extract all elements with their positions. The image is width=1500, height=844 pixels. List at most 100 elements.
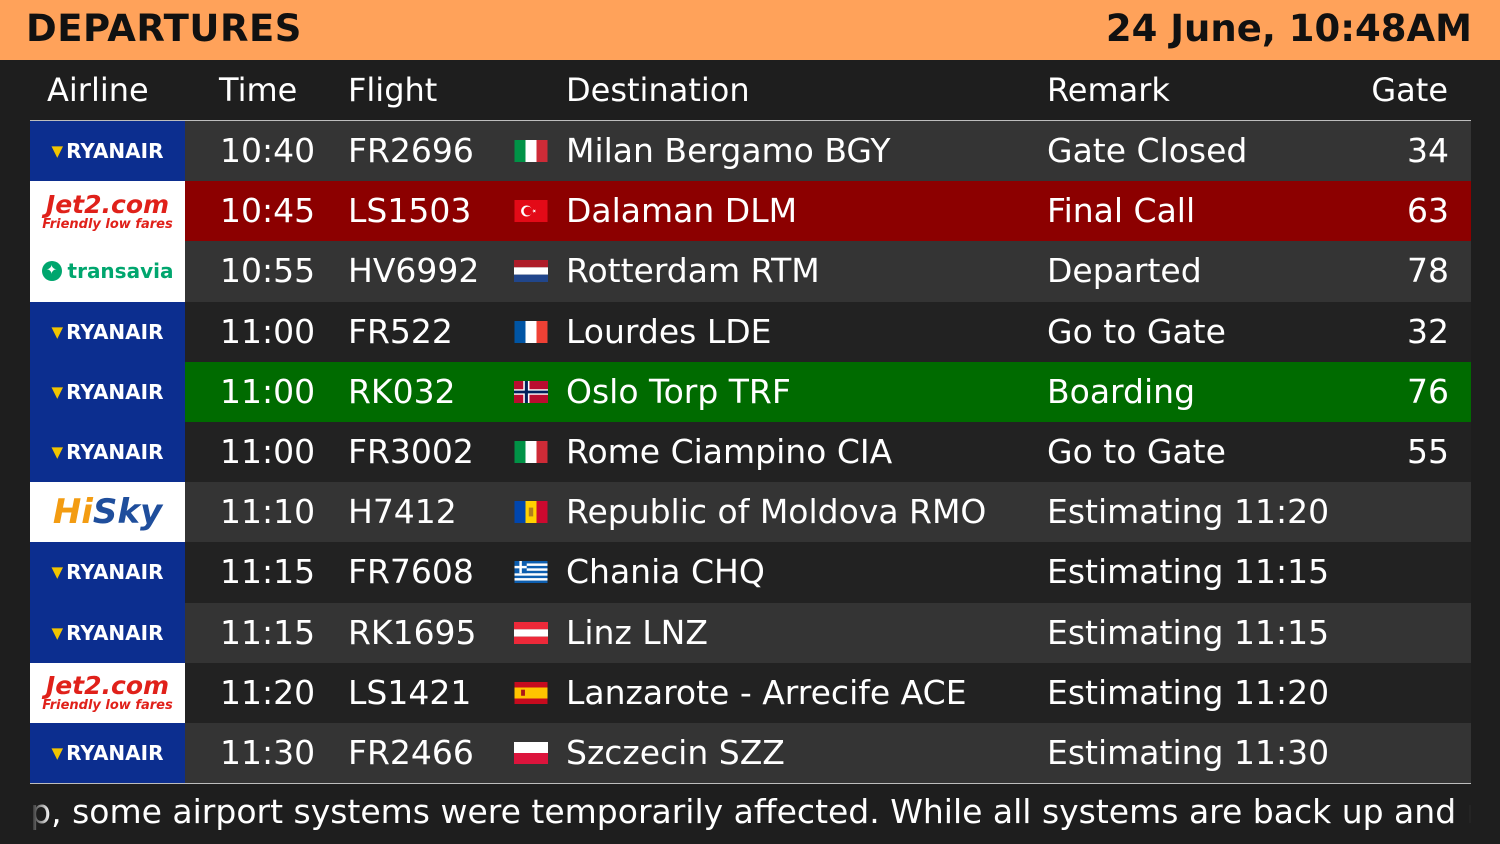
greece-flag-icon	[514, 561, 548, 584]
destination: Lanzarote - Arrecife ACE	[566, 672, 967, 712]
harp-icon: ▼	[51, 443, 64, 462]
airline-logo-text: RYANAIR	[66, 740, 164, 765]
destination: Dalaman DLM	[566, 191, 798, 231]
ryanair-logo: ▼ RYANAIR	[30, 722, 185, 784]
harp-icon: ▼	[51, 382, 64, 401]
airline-logo-text: Jet2.com	[45, 671, 170, 701]
gate-number: 76	[1407, 371, 1449, 411]
flight-remark: Estimating 11:15	[1047, 552, 1330, 592]
footer-divider	[30, 783, 1471, 784]
airline-logo-text: RYANAIR	[66, 139, 164, 164]
column-header-remark: Remark	[1047, 71, 1170, 109]
airline-logo-text: RYANAIR	[66, 319, 164, 344]
gate-number: 63	[1407, 191, 1449, 231]
departure-time: 11:30	[220, 732, 316, 772]
airline-logo-text: RYANAIR	[66, 379, 164, 404]
italy-flag-icon	[514, 440, 548, 463]
flight-number: LS1421	[348, 672, 472, 712]
gate-number: 32	[1407, 311, 1449, 351]
harp-icon: ▼	[51, 623, 64, 642]
flight-remark: Go to Gate	[1047, 431, 1226, 471]
destination: Linz LNZ	[566, 612, 708, 652]
flight-remark: Go to Gate	[1047, 311, 1226, 351]
flight-number: HV6992	[348, 251, 480, 291]
departure-time: 10:40	[220, 131, 316, 170]
column-header-gate: Gate	[1371, 71, 1448, 109]
departure-time: 11:20	[220, 672, 316, 712]
ryanair-logo: ▼ RYANAIR	[30, 361, 185, 422]
departure-time: 10:55	[220, 251, 316, 291]
airline-logo-slogan: Friendly low fares	[42, 698, 173, 714]
flight-number: RK1695	[348, 612, 477, 652]
flight-number: FR2696	[348, 131, 474, 170]
flight-remark: Estimating 11:15	[1047, 612, 1330, 652]
flight-row: ▼ RYANAIR 11:30 FR2466 Szczecin SZZ Estimatin…	[30, 722, 1471, 784]
airline-logo-text: RYANAIR	[66, 560, 164, 585]
destination: Szczecin SZZ	[566, 732, 785, 772]
destination: Republic of Moldova RMO	[566, 492, 987, 532]
destination: Rome Ciampino CIA	[566, 431, 893, 471]
flight-remark: Boarding	[1047, 371, 1196, 411]
destination: Chania CHQ	[566, 552, 765, 592]
flight-remark: Estimating 11:20	[1047, 672, 1330, 712]
poland-flag-icon	[514, 741, 548, 764]
jet2-logo: Jet2.com Friendly low fares	[30, 181, 185, 242]
gate-number: 34	[1407, 131, 1449, 170]
moldova-flag-icon	[514, 501, 548, 524]
flight-row: ✦ transavia 10:55 HV6992 Rotterdam RTM Depart…	[30, 241, 1471, 302]
norway-flag-icon	[514, 380, 548, 403]
flight-row: Hi Sky 11:10 H7412 Republic of Moldova RMO Es…	[30, 482, 1471, 543]
flight-remark: Estimating 11:20	[1047, 492, 1330, 532]
transavia-logo: ✦ transavia	[30, 241, 185, 302]
ticker-fade-left	[30, 786, 50, 840]
flight-number: FR2466	[348, 732, 474, 772]
ryanair-logo: ▼ RYANAIR	[30, 301, 185, 362]
flight-row: ▼ RYANAIR 11:00 RK032 Oslo Torp TRF Boarding 7…	[30, 361, 1471, 422]
departure-time: 11:00	[220, 431, 316, 471]
destination: Rotterdam RTM	[566, 251, 820, 291]
flight-number: FR3002	[348, 431, 474, 471]
departure-time: 11:10	[220, 492, 316, 532]
flight-row: ▼ RYANAIR 11:00 FR522 Lourdes LDE Go to Gate 3…	[30, 301, 1471, 362]
ticker-text: ip, some airport systems were temporaril…	[30, 792, 1471, 831]
flight-remark: Departed	[1047, 251, 1202, 291]
ryanair-logo: ▼ RYANAIR	[30, 121, 185, 182]
destination: Milan Bergamo BGY	[566, 131, 891, 170]
flight-number: H7412	[348, 492, 457, 532]
flight-number: FR7608	[348, 552, 474, 592]
airline-logo-text-hi: Hi	[52, 492, 93, 533]
flight-row: Jet2.com Friendly low fares 10:45 LS1503 Dal…	[30, 181, 1471, 242]
flight-row: Jet2.com Friendly low fares 11:20 LS1421 Lan…	[30, 662, 1471, 723]
column-header-destination: Destination	[566, 71, 750, 109]
flight-row: ▼ RYANAIR 11:15 RK1695 Linz LNZ Estimating 11…	[30, 602, 1471, 663]
harp-icon: ▼	[51, 743, 64, 762]
gate-number: 55	[1407, 431, 1449, 471]
departures-header: DEPARTURES 24 June, 10:48AM	[0, 0, 1500, 60]
destination: Lourdes LDE	[566, 311, 772, 351]
departure-time: 11:15	[220, 552, 316, 592]
ryanair-logo: ▼ RYANAIR	[30, 542, 185, 603]
ryanair-logo: ▼ RYANAIR	[30, 421, 185, 483]
airline-logo-text-sky: Sky	[92, 492, 163, 533]
flight-remark: Estimating 11:30	[1047, 732, 1330, 772]
turkey-flag-icon	[514, 200, 548, 223]
flight-row: ▼ RYANAIR 11:00 FR3002 Rome Ciampino CIA Go t…	[30, 421, 1471, 483]
column-headers: Airline Time Flight Destination Remark G…	[0, 60, 1500, 120]
header-divider	[30, 120, 1471, 121]
netherlands-flag-icon	[514, 260, 548, 283]
gate-number: 78	[1407, 251, 1449, 291]
destination: Oslo Torp TRF	[566, 371, 791, 411]
flight-remark: Gate Closed	[1047, 131, 1248, 170]
italy-flag-icon	[514, 140, 548, 162]
column-header-time: Time	[219, 71, 298, 109]
harp-icon: ▼	[51, 563, 64, 582]
airline-logo-slogan: Friendly low fares	[42, 216, 173, 232]
jet2-logo: Jet2.com Friendly low fares	[30, 662, 185, 723]
departure-time: 10:45	[220, 191, 316, 231]
departure-time: 11:15	[220, 612, 316, 652]
airline-logo-text: RYANAIR	[66, 620, 164, 645]
flight-row: ▼ RYANAIR 11:15 FR7608 Chania CHQ Estimating …	[30, 542, 1471, 603]
austria-flag-icon	[514, 621, 548, 644]
departure-time: 11:00	[220, 311, 316, 351]
airline-logo-text: Jet2.com	[45, 189, 170, 219]
